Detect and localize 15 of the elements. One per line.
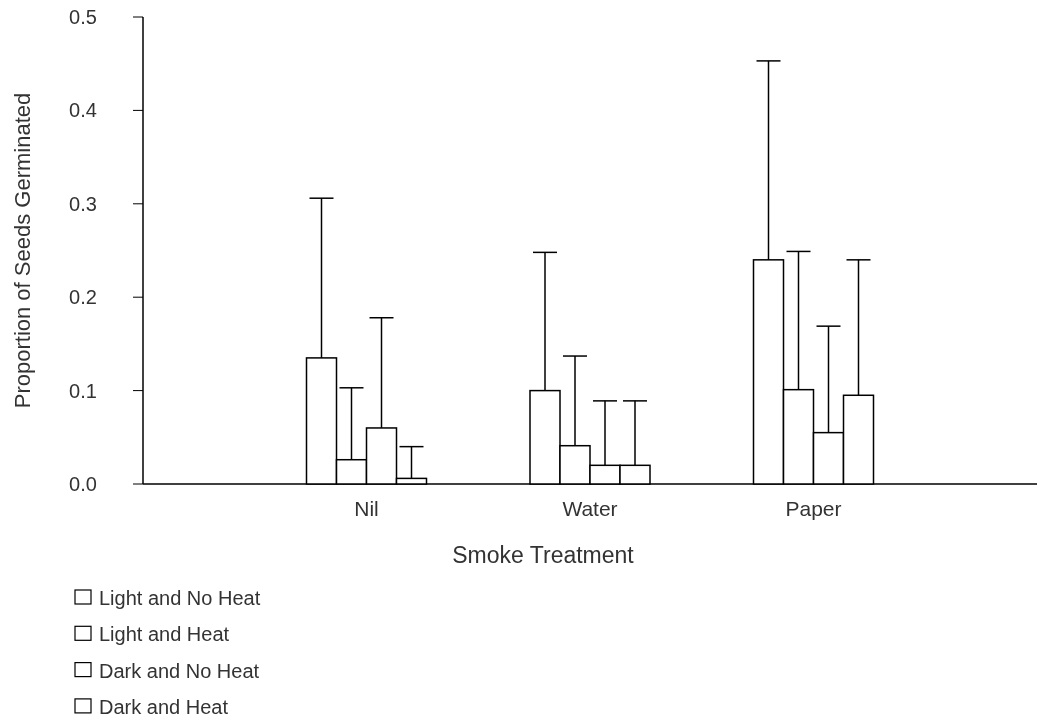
legend-label: Dark and No Heat (99, 659, 260, 682)
legend-label: Dark and Heat (99, 695, 229, 718)
x-axis-title: Smoke Treatment (452, 542, 635, 568)
x-tick-label: Nil (354, 497, 379, 520)
y-tick-label: 0.0 (69, 473, 97, 495)
y-tick-label: 0.2 (69, 286, 97, 309)
legend-label: Light and No Heat (99, 587, 261, 609)
legend-label: Light and Heat (99, 623, 230, 646)
x-tick-label: Water (562, 497, 618, 520)
y-tick-label: 0.3 (69, 192, 97, 215)
y-tick-label: 0.1 (69, 379, 97, 402)
y-axis-title: Proportion of Seeds Germinated (10, 92, 35, 409)
y-tick-label: 0.5 (69, 6, 97, 28)
y-tick-label: 0.4 (69, 99, 97, 122)
x-tick-label: Paper (785, 497, 842, 520)
